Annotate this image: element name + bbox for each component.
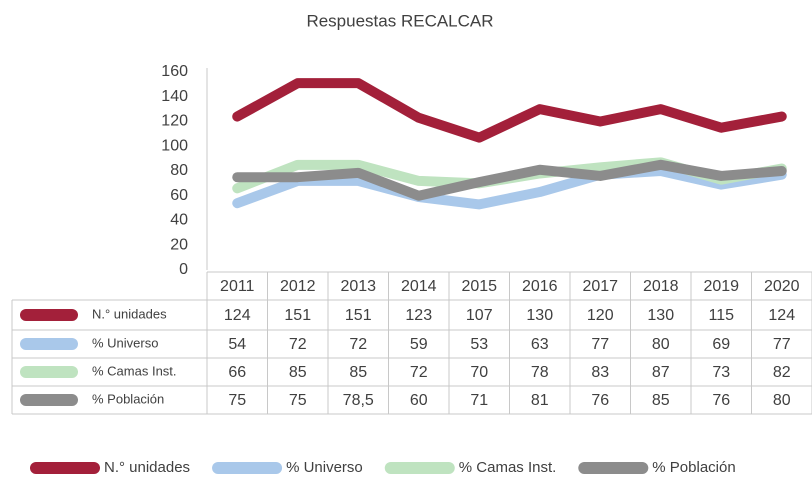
table-value: 83 (591, 364, 609, 381)
legend-label: % Camas Inst. (459, 459, 557, 476)
y-tick-label: 60 (170, 187, 188, 204)
table-value: 72 (349, 336, 367, 353)
legend-swatch (212, 462, 283, 474)
legend-label: N.° unidades (104, 459, 190, 476)
table-value: 120 (587, 307, 614, 324)
table-value: 53 (470, 336, 488, 353)
x-tick-label: 2018 (643, 278, 679, 295)
legend-label: N.° unidades (92, 306, 167, 321)
table-value: 72 (410, 364, 428, 381)
table-value: 77 (591, 336, 609, 353)
table-value: 76 (591, 392, 609, 409)
legend-label: % Universo (286, 459, 363, 476)
table-value: 87 (652, 364, 670, 381)
table-value: 151 (345, 307, 372, 324)
table-value: 78 (531, 364, 549, 381)
x-tick-label: 2020 (764, 278, 800, 295)
table-value: 124 (224, 307, 251, 324)
table-value: 63 (531, 336, 549, 353)
table-value: 85 (289, 364, 307, 381)
chart-title: Respuestas RECALCAR (306, 11, 493, 30)
table-value: 59 (410, 336, 428, 353)
table-value: 124 (768, 307, 795, 324)
y-tick-label: 120 (161, 113, 188, 130)
table-value: 80 (652, 336, 670, 353)
y-tick-label: 140 (161, 88, 188, 105)
table-value: 107 (466, 307, 493, 324)
legend-swatch (20, 338, 78, 350)
table-value: 85 (349, 364, 367, 381)
table-value: 76 (712, 392, 730, 409)
x-tick-label: 2015 (461, 278, 497, 295)
table-value: 70 (470, 364, 488, 381)
series-line (232, 78, 787, 143)
table-value: 77 (773, 336, 791, 353)
table-value: 85 (652, 392, 670, 409)
table-value: 130 (526, 307, 553, 324)
y-tick-label: 40 (170, 212, 188, 229)
table-value: 69 (712, 336, 730, 353)
legend-swatch (20, 309, 78, 321)
x-tick-label: 2016 (522, 278, 558, 295)
legend-swatch (20, 366, 78, 378)
y-tick-label: 0 (179, 261, 188, 278)
table-value: 73 (712, 364, 730, 381)
x-tick-label: 2017 (582, 278, 618, 295)
legend-swatch (578, 462, 649, 474)
legend-swatch (384, 462, 455, 474)
legend-label: % Universo (92, 335, 158, 350)
table-value: 123 (405, 307, 432, 324)
table-value: 82 (773, 364, 791, 381)
series-line (232, 166, 787, 210)
x-tick-label: 2012 (280, 278, 316, 295)
table-value: 151 (284, 307, 311, 324)
table-value: 60 (410, 392, 428, 409)
table-value: 75 (228, 392, 246, 409)
y-tick-label: 80 (170, 162, 188, 179)
table-value: 71 (470, 392, 488, 409)
table-value: 80 (773, 392, 791, 409)
legend-label: % Población (652, 459, 735, 476)
x-tick-label: 2014 (401, 278, 437, 295)
legend-swatch (20, 394, 78, 406)
x-tick-label: 2019 (703, 278, 739, 295)
table-value: 130 (647, 307, 674, 324)
x-tick-label: 2013 (340, 278, 376, 295)
x-tick-label: 2011 (220, 278, 255, 295)
legend-label: % Camas Inst. (92, 363, 177, 378)
table-value: 66 (228, 364, 246, 381)
series-line (232, 159, 787, 201)
table-value: 81 (531, 392, 549, 409)
y-tick-label: 20 (170, 236, 188, 253)
table-value: 78,5 (343, 392, 374, 409)
legend-label: % Población (92, 391, 164, 406)
table-value: 72 (289, 336, 307, 353)
y-tick-label: 100 (161, 137, 188, 154)
table-value: 54 (228, 336, 246, 353)
table-value: 75 (289, 392, 307, 409)
legend-swatch (30, 462, 100, 474)
table-value: 115 (708, 307, 734, 324)
y-tick-label: 160 (161, 63, 188, 80)
